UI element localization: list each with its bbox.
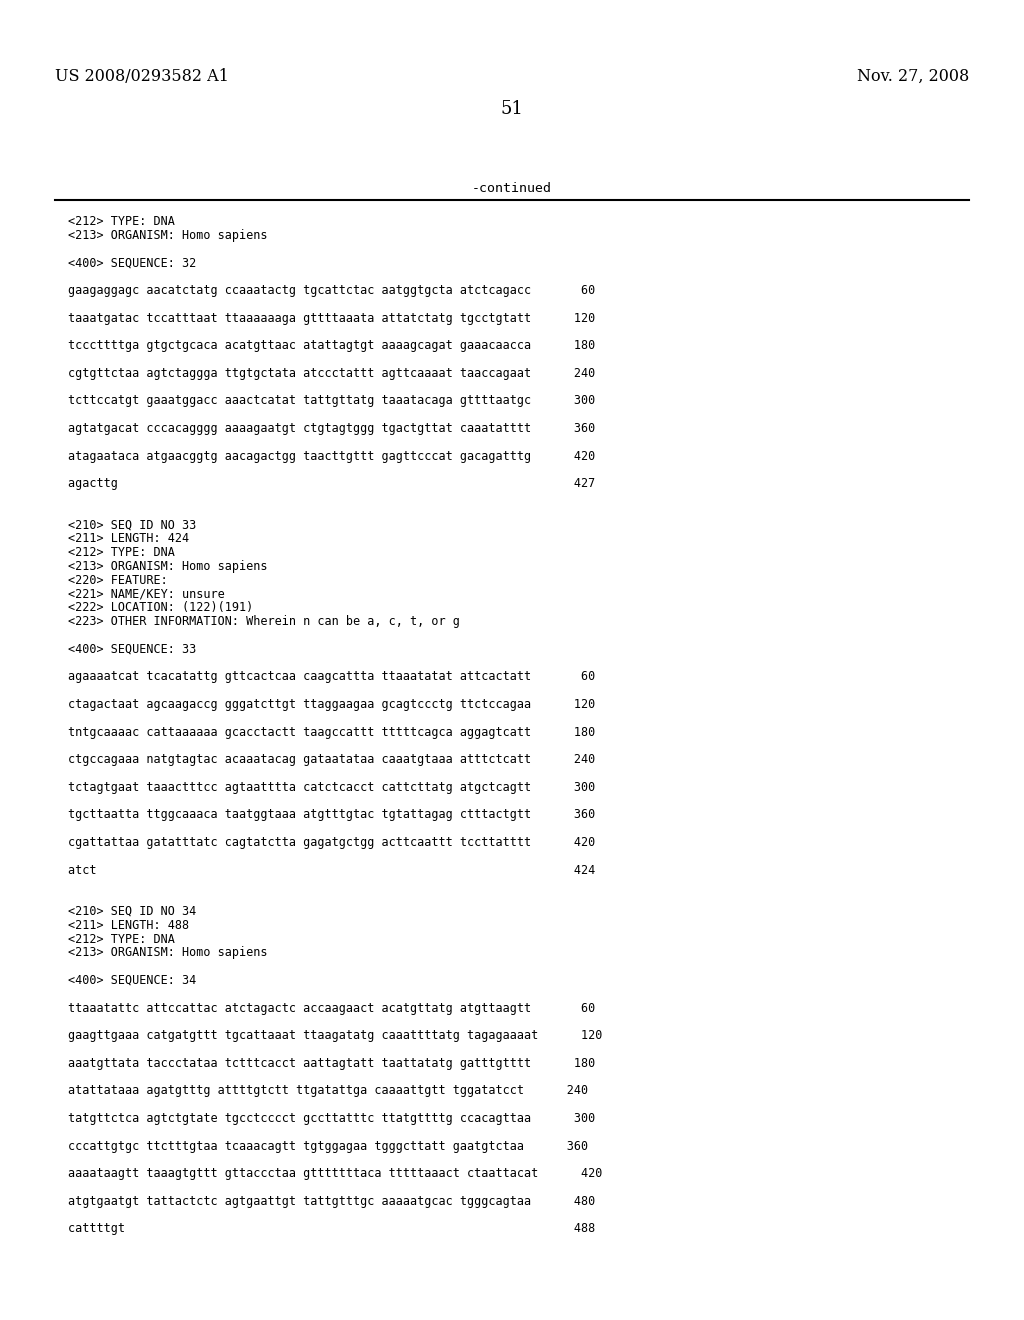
Text: <210> SEQ ID NO 34: <210> SEQ ID NO 34 — [68, 906, 197, 917]
Text: <400> SEQUENCE: 32: <400> SEQUENCE: 32 — [68, 256, 197, 269]
Text: tcccttttga gtgctgcaca acatgttaac atattagtgt aaaagcagat gaaacaacca      180: tcccttttga gtgctgcaca acatgttaac atattag… — [68, 339, 595, 352]
Text: atct                                                                   424: atct 424 — [68, 863, 595, 876]
Text: agaaaatcat tcacatattg gttcactcaa caagcattta ttaaatatat attcactatt       60: agaaaatcat tcacatattg gttcactcaa caagcat… — [68, 671, 595, 684]
Text: US 2008/0293582 A1: US 2008/0293582 A1 — [55, 69, 229, 84]
Text: Nov. 27, 2008: Nov. 27, 2008 — [857, 69, 969, 84]
Text: <400> SEQUENCE: 33: <400> SEQUENCE: 33 — [68, 643, 197, 656]
Text: ctagactaat agcaagaccg gggatcttgt ttaggaagaa gcagtccctg ttctccagaa      120: ctagactaat agcaagaccg gggatcttgt ttaggaa… — [68, 698, 595, 711]
Text: ctgccagaaa natgtagtac acaaatacag gataatataa caaatgtaaa atttctcatt      240: ctgccagaaa natgtagtac acaaatacag gataata… — [68, 754, 595, 766]
Text: <213> ORGANISM: Homo sapiens: <213> ORGANISM: Homo sapiens — [68, 560, 267, 573]
Text: <223> OTHER INFORMATION: Wherein n can be a, c, t, or g: <223> OTHER INFORMATION: Wherein n can b… — [68, 615, 460, 628]
Text: <221> NAME/KEY: unsure: <221> NAME/KEY: unsure — [68, 587, 224, 601]
Text: aaaataagtt taaagtgttt gttaccctaa gtttttttaca tttttaaact ctaattacat      420: aaaataagtt taaagtgttt gttaccctaa gtttttt… — [68, 1167, 602, 1180]
Text: agacttg                                                                427: agacttg 427 — [68, 478, 595, 490]
Text: gaagttgaaa catgatgttt tgcattaaat ttaagatatg caaattttatg tagagaaaat      120: gaagttgaaa catgatgttt tgcattaaat ttaagat… — [68, 1030, 602, 1043]
Text: <210> SEQ ID NO 33: <210> SEQ ID NO 33 — [68, 519, 197, 532]
Text: <212> TYPE: DNA: <212> TYPE: DNA — [68, 215, 175, 228]
Text: cattttgt                                                               488: cattttgt 488 — [68, 1222, 595, 1236]
Text: <400> SEQUENCE: 34: <400> SEQUENCE: 34 — [68, 974, 197, 987]
Text: 51: 51 — [501, 100, 523, 117]
Text: <212> TYPE: DNA: <212> TYPE: DNA — [68, 933, 175, 945]
Text: gaagaggagc aacatctatg ccaaatactg tgcattctac aatggtgcta atctcagacc       60: gaagaggagc aacatctatg ccaaatactg tgcattc… — [68, 284, 595, 297]
Text: <213> ORGANISM: Homo sapiens: <213> ORGANISM: Homo sapiens — [68, 228, 267, 242]
Text: tntgcaaaac cattaaaaaa gcacctactt taagccattt tttttcagca aggagtcatt      180: tntgcaaaac cattaaaaaa gcacctactt taagcca… — [68, 726, 595, 739]
Text: <212> TYPE: DNA: <212> TYPE: DNA — [68, 546, 175, 560]
Text: taaatgatac tccatttaat ttaaaaaaga gttttaaata attatctatg tgcctgtatt      120: taaatgatac tccatttaat ttaaaaaaga gttttaa… — [68, 312, 595, 325]
Text: <211> LENGTH: 424: <211> LENGTH: 424 — [68, 532, 189, 545]
Text: ttaaatattc attccattac atctagactc accaagaact acatgttatg atgttaagtt       60: ttaaatattc attccattac atctagactc accaaga… — [68, 1002, 595, 1015]
Text: agtatgacat cccacagggg aaaagaatgt ctgtagtggg tgactgttat caaatatttt      360: agtatgacat cccacagggg aaaagaatgt ctgtagt… — [68, 422, 595, 436]
Text: atgtgaatgt tattactctc agtgaattgt tattgtttgc aaaaatgcac tgggcagtaa      480: atgtgaatgt tattactctc agtgaattgt tattgtt… — [68, 1195, 595, 1208]
Text: <222> LOCATION: (122)(191): <222> LOCATION: (122)(191) — [68, 602, 253, 614]
Text: cgattattaa gatatttatc cagtatctta gagatgctgg acttcaattt tccttatttt      420: cgattattaa gatatttatc cagtatctta gagatgc… — [68, 836, 595, 849]
Text: cgtgttctaa agtctaggga ttgtgctata atccctattt agttcaaaat taaccagaat      240: cgtgttctaa agtctaggga ttgtgctata atcccta… — [68, 367, 595, 380]
Text: tcttccatgt gaaatggacc aaactcatat tattgttatg taaatacaga gttttaatgc      300: tcttccatgt gaaatggacc aaactcatat tattgtt… — [68, 395, 595, 408]
Text: <213> ORGANISM: Homo sapiens: <213> ORGANISM: Homo sapiens — [68, 946, 267, 960]
Text: -continued: -continued — [472, 182, 552, 195]
Text: aaatgttata taccctataa tctttcacct aattagtatt taattatatg gatttgtttt      180: aaatgttata taccctataa tctttcacct aattagt… — [68, 1057, 595, 1069]
Text: atattataaa agatgtttg attttgtctt ttgatattga caaaattgtt tggatatcct      240: atattataaa agatgtttg attttgtctt ttgatatt… — [68, 1085, 588, 1097]
Text: tctagtgaat taaactttcc agtaatttta catctcacct cattcttatg atgctcagtt      300: tctagtgaat taaactttcc agtaatttta catctca… — [68, 781, 595, 793]
Text: tatgttctca agtctgtate tgcctcccct gccttatttc ttatgttttg ccacagttaa      300: tatgttctca agtctgtate tgcctcccct gccttat… — [68, 1111, 595, 1125]
Text: <211> LENGTH: 488: <211> LENGTH: 488 — [68, 919, 189, 932]
Text: atagaataca atgaacggtg aacagactgg taacttgttt gagttcccat gacagatttg      420: atagaataca atgaacggtg aacagactgg taacttg… — [68, 450, 595, 462]
Text: <220> FEATURE:: <220> FEATURE: — [68, 574, 168, 587]
Text: tgcttaatta ttggcaaaca taatggtaaa atgtttgtac tgtattagag ctttactgtt      360: tgcttaatta ttggcaaaca taatggtaaa atgtttg… — [68, 808, 595, 821]
Text: cccattgtgc ttctttgtaa tcaaacagtt tgtggagaa tgggcttatt gaatgtctaa      360: cccattgtgc ttctttgtaa tcaaacagtt tgtggag… — [68, 1139, 588, 1152]
